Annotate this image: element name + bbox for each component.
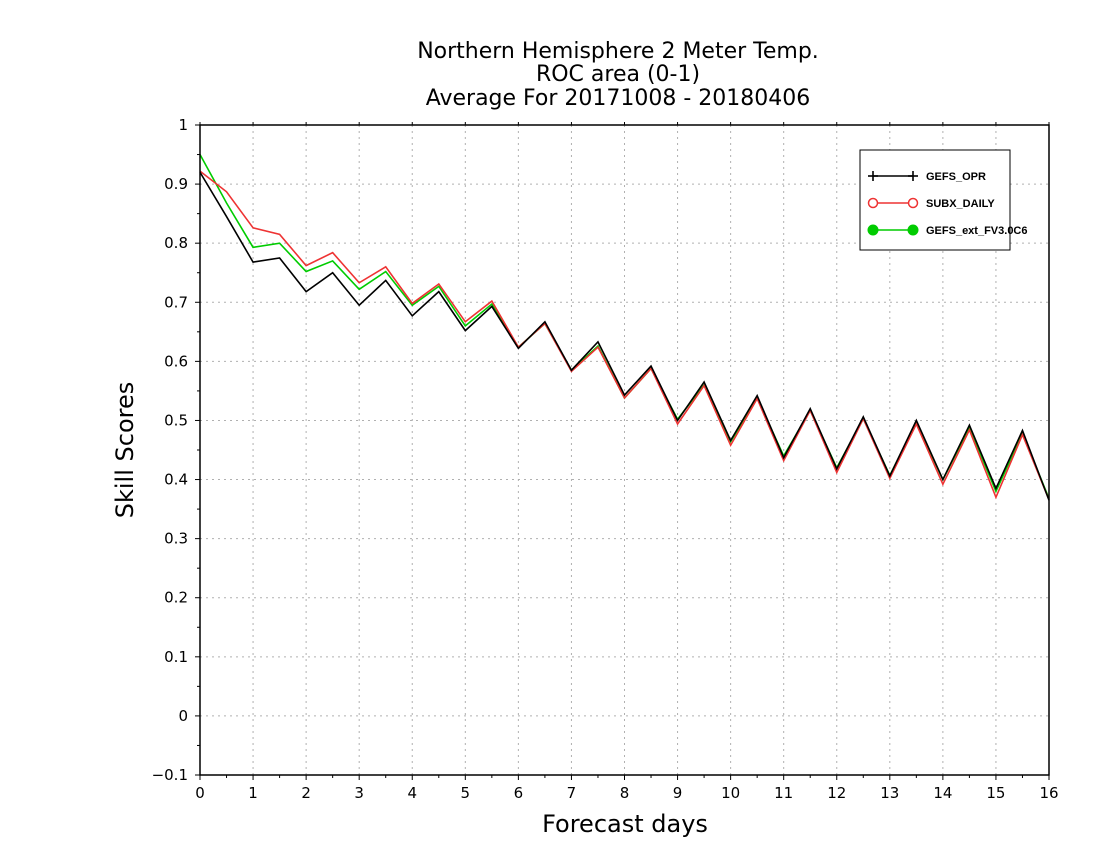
legend-marker-open-circle bbox=[907, 197, 919, 209]
y-tick-label: 0.7 bbox=[164, 293, 188, 311]
legend-marker-filled-circle bbox=[867, 224, 879, 236]
series-line-subx-daily bbox=[199, 170, 1050, 500]
x-tick-label: 14 bbox=[933, 784, 952, 802]
x-tick-label: 4 bbox=[407, 784, 417, 802]
y-tick-label: 0.8 bbox=[164, 234, 188, 252]
legend: GEFS_OPR SUBX_DAILY GEFS_ext_FV3.0C6 bbox=[859, 149, 1028, 251]
x-tick-label: 2 bbox=[301, 784, 311, 802]
axis-ticks bbox=[195, 122, 1050, 780]
series-line-gefs-opr bbox=[199, 171, 1050, 501]
y-tick-label: 0.2 bbox=[164, 589, 188, 607]
x-tick-label: 13 bbox=[880, 784, 899, 802]
x-tick-label: 5 bbox=[461, 784, 471, 802]
x-tick-label: 12 bbox=[827, 784, 846, 802]
legend-box bbox=[859, 149, 1011, 251]
series-layer bbox=[199, 154, 1050, 501]
y-tick-label: 0.9 bbox=[164, 175, 188, 193]
chart-title-line-2: ROC area (0-1) bbox=[536, 62, 700, 87]
legend-marker-filled-circle bbox=[907, 224, 919, 236]
y-tick-label: 0.3 bbox=[164, 530, 188, 548]
x-tick-label: 16 bbox=[1039, 784, 1058, 802]
y-tick-label: −0.1 bbox=[152, 766, 188, 784]
x-axis-title: Forecast days bbox=[542, 810, 708, 838]
x-tick-label: 3 bbox=[354, 784, 364, 802]
x-tick-label: 9 bbox=[673, 784, 683, 802]
x-tick-label: 7 bbox=[567, 784, 577, 802]
legend-label-gefs-opr: GEFS_OPR bbox=[926, 171, 986, 183]
legend-label-gefs-ext-fv3-0c6: GEFS_ext_FV3.0C6 bbox=[926, 225, 1028, 237]
y-tick-label: 1 bbox=[178, 116, 188, 134]
x-tick-label: 15 bbox=[986, 784, 1005, 802]
x-tick-label: 10 bbox=[721, 784, 740, 802]
y-tick-label: 0.6 bbox=[164, 352, 188, 370]
x-tick-label: 0 bbox=[195, 784, 205, 802]
y-tick-label: 0.5 bbox=[164, 411, 188, 429]
grid-lines bbox=[200, 125, 1049, 775]
y-tick-label: 0 bbox=[178, 707, 188, 725]
x-tick-label: 6 bbox=[514, 784, 524, 802]
y-axis-title: Skill Scores bbox=[111, 382, 139, 519]
x-tick-label: 11 bbox=[774, 784, 793, 802]
y-tick-label: 0.1 bbox=[164, 648, 188, 666]
x-tick-label: 1 bbox=[248, 784, 258, 802]
y-tick-label: 0.4 bbox=[164, 471, 188, 489]
x-tick-label: 8 bbox=[620, 784, 630, 802]
chart-title-line-3: Average For 20171008 - 20180406 bbox=[426, 86, 811, 111]
legend-label-subx-daily: SUBX_DAILY bbox=[926, 198, 995, 210]
legend-marker-open-circle bbox=[867, 197, 879, 209]
chart-title-line-1: Northern Hemisphere 2 Meter Temp. bbox=[417, 39, 819, 64]
tick-labels: 0 1 2 3 4 5 6 7 8 9 10 11 12 13 14 15 16−0.100.10.20.30.… bbox=[152, 116, 1059, 802]
